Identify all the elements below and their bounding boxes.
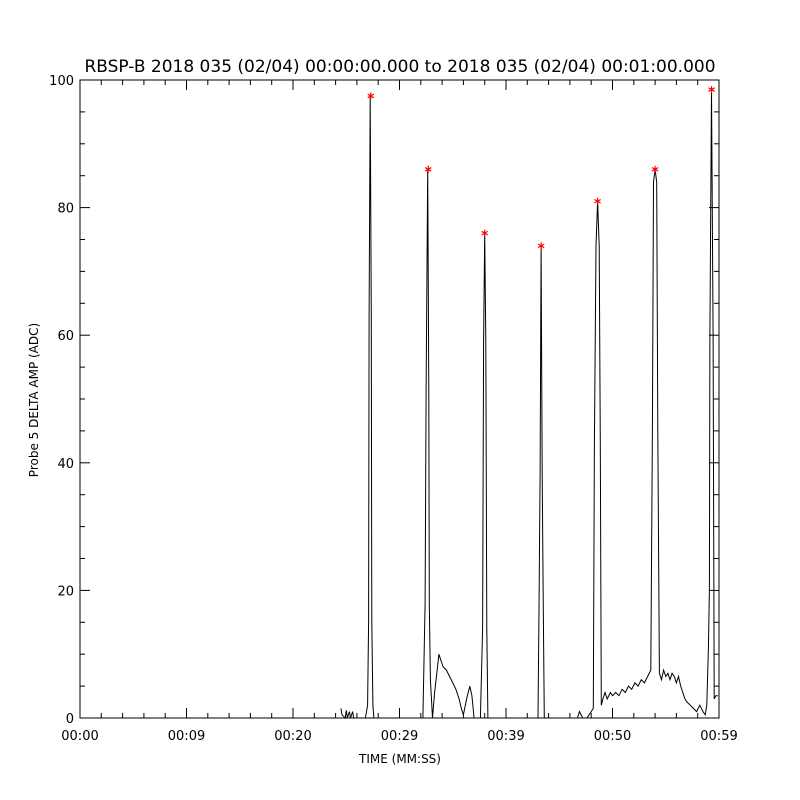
chart-title: RBSP-B 2018 035 (02/04) 00:00:00.000 to … xyxy=(84,57,715,77)
peak-marker xyxy=(367,92,375,100)
peak-marker xyxy=(651,165,659,173)
peak-marker-stroke xyxy=(651,167,659,172)
x-tick-label: 00:09 xyxy=(168,729,205,744)
peak-marker xyxy=(424,165,432,173)
peak-marker xyxy=(537,242,545,250)
series-line xyxy=(340,89,718,720)
y-tick-label: 40 xyxy=(57,457,74,472)
x-tick-label: 00:20 xyxy=(274,729,311,744)
plot-border xyxy=(79,79,720,719)
y-tick-label: 100 xyxy=(49,74,74,89)
y-tick-label: 0 xyxy=(66,712,74,727)
peak-marker xyxy=(708,86,715,94)
x-tick-label: 00:29 xyxy=(381,729,418,744)
y-tick-label: 60 xyxy=(57,329,74,344)
peak-marker xyxy=(594,197,601,205)
x-tick-label: 00:39 xyxy=(487,729,524,744)
peak-marker-stroke xyxy=(537,243,545,249)
x-tick-label: 00:59 xyxy=(700,729,737,744)
y-axis-label: Probe 5 DELTA AMP (ADC) xyxy=(27,323,41,477)
y-axis: 0 20 40 60 80 100 xyxy=(49,74,719,727)
peak-markers xyxy=(367,86,715,250)
x-axis-label: TIME (MM:SS) xyxy=(358,752,441,766)
peak-marker-stroke xyxy=(424,167,432,172)
y-tick-label: 20 xyxy=(57,584,74,599)
x-tick-label: 00:50 xyxy=(594,729,631,744)
x-tick-label: 00:00 xyxy=(61,729,98,744)
peak-marker-stroke xyxy=(708,87,715,92)
peak-marker-stroke xyxy=(367,93,375,99)
peak-marker xyxy=(481,229,489,237)
y-tick-label: 80 xyxy=(57,202,74,217)
peak-marker-stroke xyxy=(594,198,601,204)
data-trace xyxy=(340,89,718,720)
x-axis: 00:00 00:09 00:20 00:29 00:39 00:50 00:59 xyxy=(61,80,738,744)
peak-marker-stroke xyxy=(481,230,489,236)
plot-frame xyxy=(79,79,720,719)
